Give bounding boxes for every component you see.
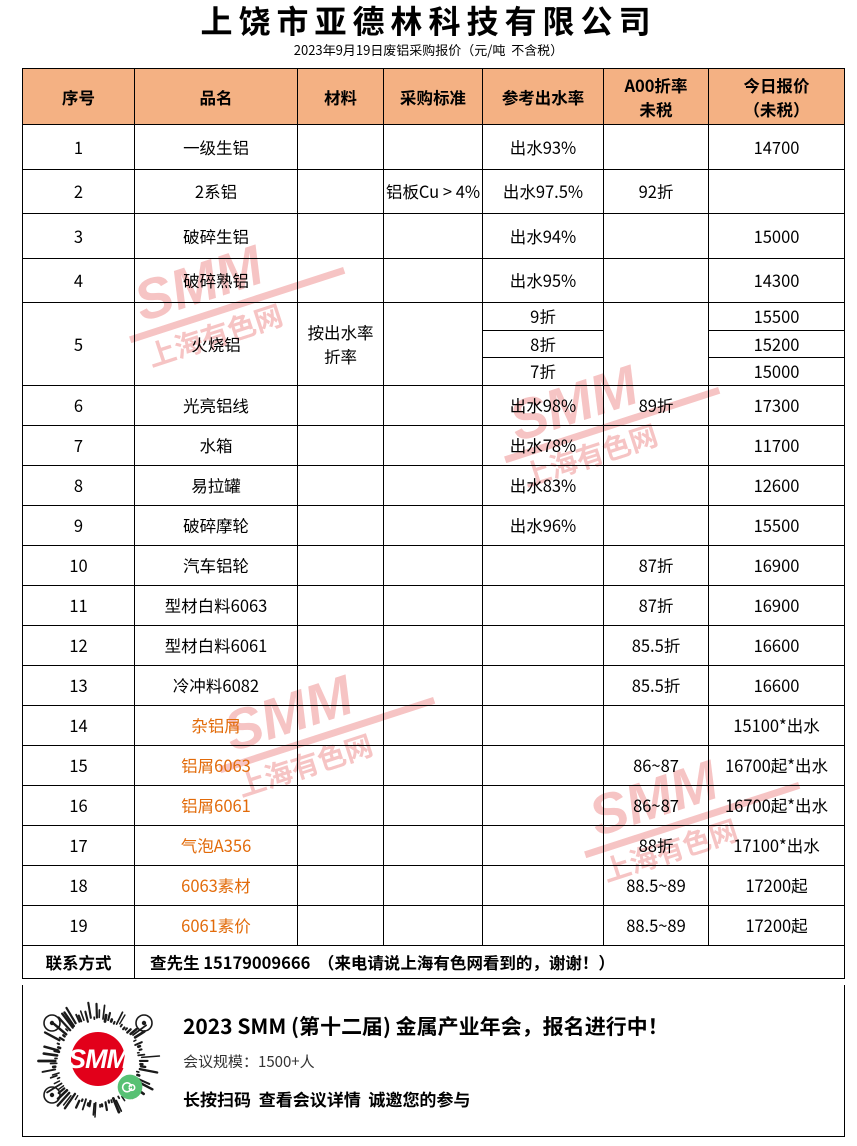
svg-text:SMM: SMM	[68, 1044, 130, 1074]
